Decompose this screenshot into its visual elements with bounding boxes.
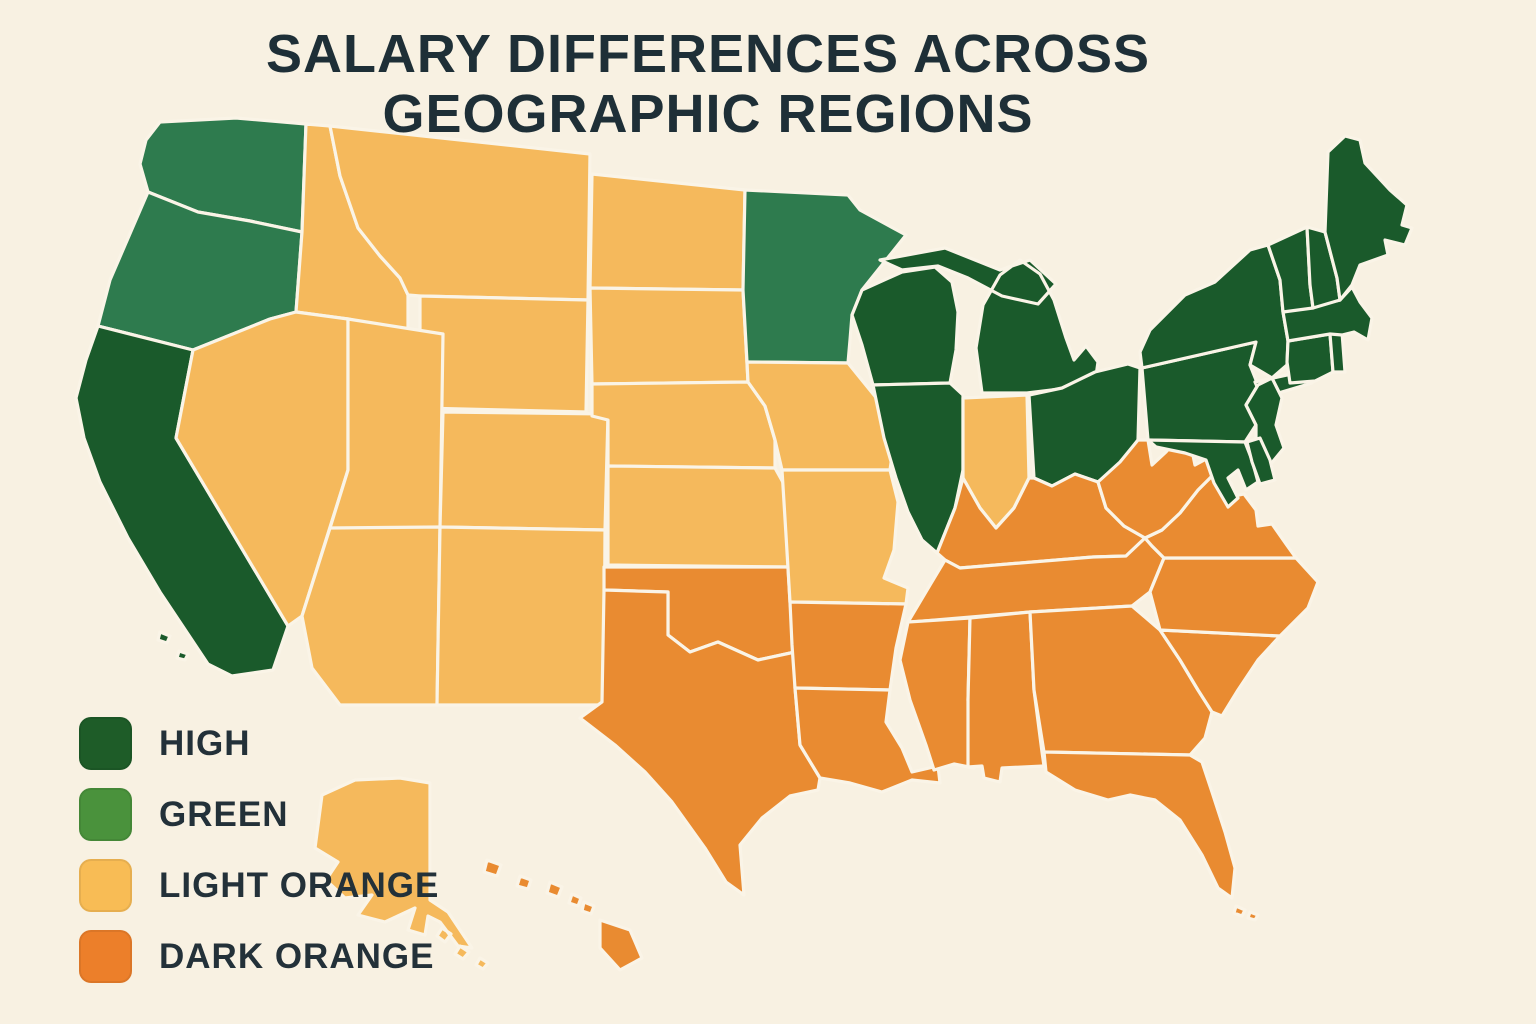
state-wyoming xyxy=(418,294,590,414)
title-line-2: GEOGRAPHIC REGIONS xyxy=(382,84,1034,145)
state-utah xyxy=(328,317,445,532)
legend-swatch-high xyxy=(79,717,132,770)
state-delaware xyxy=(1245,436,1277,486)
legend-label-high: HIGH xyxy=(159,723,251,763)
state-arkansas xyxy=(788,600,908,692)
legend-item-high: HIGH xyxy=(79,717,439,770)
state-new-jersey xyxy=(1244,376,1286,467)
state-north-dakota xyxy=(588,172,747,292)
state-north-carolina xyxy=(1148,556,1320,638)
state-colorado xyxy=(438,410,610,532)
state-california xyxy=(74,324,290,678)
state-west-virginia xyxy=(1096,436,1220,540)
state-mississippi xyxy=(898,616,976,772)
state-florida xyxy=(1042,750,1260,922)
legend-item-green: GREEN xyxy=(79,788,439,841)
legend-swatch-dark-orange xyxy=(79,930,132,983)
legend-swatch-light-orange xyxy=(79,859,132,912)
state-missouri xyxy=(780,468,910,606)
state-new-mexico xyxy=(435,525,607,707)
page-title: SALARY DIFFERENCES ACROSS GEOGRAPHIC REG… xyxy=(0,24,1416,145)
legend-label-light-orange: LIGHT ORANGE xyxy=(159,865,440,905)
state-montana xyxy=(328,124,592,302)
state-hawaii xyxy=(482,858,644,972)
state-arizona xyxy=(300,525,442,707)
legend-item-light-orange: LIGHT ORANGE xyxy=(79,859,439,912)
state-louisiana xyxy=(793,686,942,794)
title-line-1: SALARY DIFFERENCES ACROSS xyxy=(265,24,1151,84)
legend-label-green: GREEN xyxy=(159,794,289,834)
legend-item-dark-orange: DARK ORANGE xyxy=(79,930,439,983)
state-kansas xyxy=(606,464,792,569)
state-south-dakota xyxy=(588,286,750,386)
legend-swatch-green xyxy=(79,788,132,841)
state-maine xyxy=(1323,134,1414,302)
state-alaska xyxy=(313,776,490,971)
state-texas xyxy=(578,588,822,897)
legend-label-dark-orange: DARK ORANGE xyxy=(159,936,435,976)
state-south-carolina xyxy=(1158,628,1282,718)
state-nebraska xyxy=(590,380,777,470)
state-rhode-island xyxy=(1328,330,1347,374)
legend: HIGH GREEN LIGHT ORANGE DARK ORANGE xyxy=(79,717,439,983)
